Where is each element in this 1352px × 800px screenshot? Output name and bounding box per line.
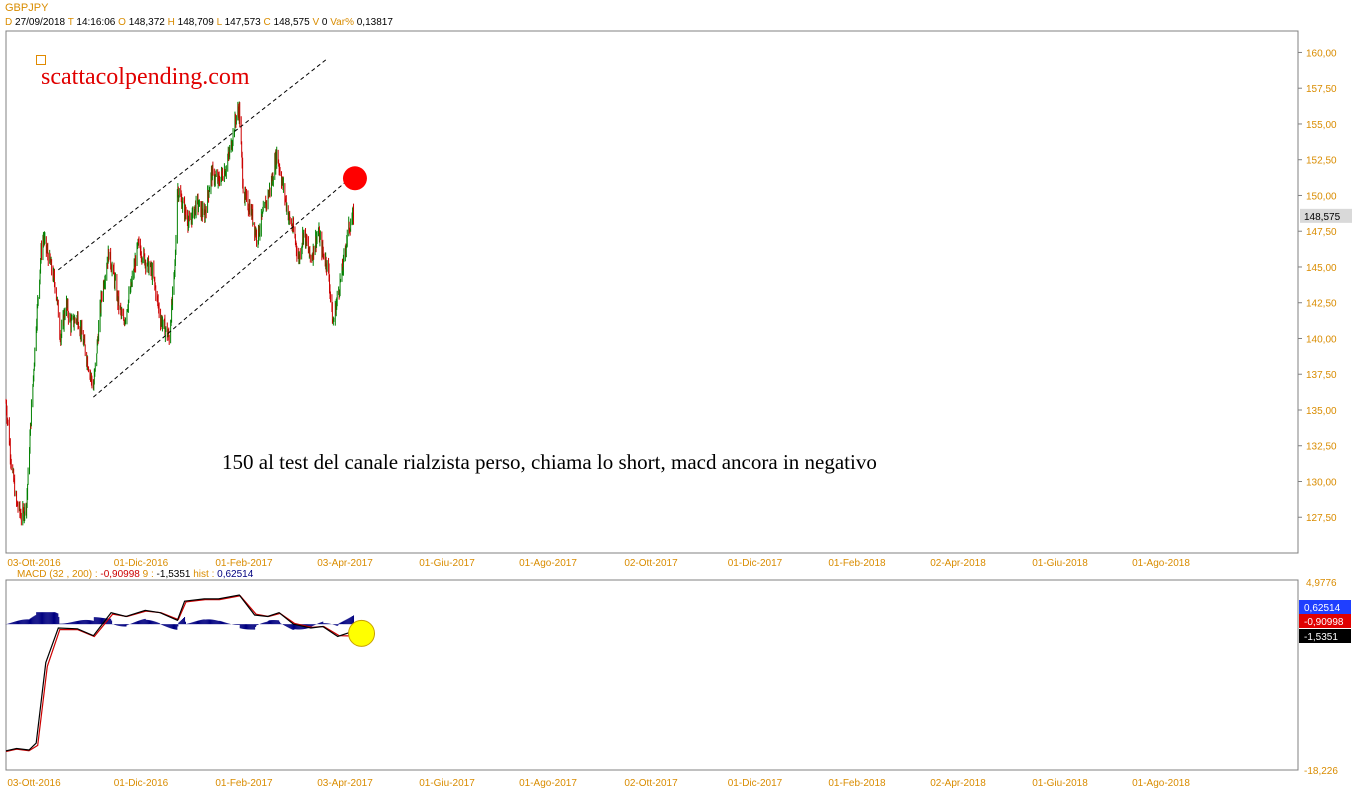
macd-xtick-label: 01-Ago-2018 xyxy=(1132,778,1190,789)
hist-value-box xyxy=(1299,600,1351,614)
time-label: T xyxy=(67,17,74,28)
price-xtick-label: 03-Ott-2016 xyxy=(7,558,61,569)
low-value: 147,573 xyxy=(224,17,261,28)
price-xtick-label: 03-Apr-2017 xyxy=(317,558,373,569)
price-ytick-label: 160,00 xyxy=(1306,48,1337,59)
volume-value: 0 xyxy=(321,17,328,28)
price-ytick-label: 152,50 xyxy=(1306,156,1337,167)
channel-lower-line xyxy=(93,173,356,398)
macd-xtick-label: 02-Apr-2018 xyxy=(930,778,986,789)
macd-value-box-label: -0,90998 xyxy=(1304,617,1344,628)
price-xtick-label: 01-Ago-2017 xyxy=(519,558,577,569)
target-marker-circle xyxy=(342,166,367,191)
signal-period: 9 xyxy=(142,569,149,580)
brand-watermark: scattacolpending.com xyxy=(41,64,250,90)
price-ytick-label: 155,00 xyxy=(1306,120,1337,131)
macd-xtick-label: 01-Dic-2017 xyxy=(728,778,783,789)
macd-xtick-label: 01-Feb-2017 xyxy=(215,778,273,789)
macd-value-box xyxy=(1299,614,1351,628)
price-xtick-label: 01-Dic-2016 xyxy=(114,558,169,569)
price-xtick-label: 02-Apr-2018 xyxy=(930,558,986,569)
price-ytick-label: 135,00 xyxy=(1306,406,1337,417)
last-price-box xyxy=(1300,208,1352,223)
hist-value-box-label: 0,62514 xyxy=(1304,603,1341,614)
macd-ytick-label: -18,226 xyxy=(1304,766,1338,777)
macd-histogram-group xyxy=(5,612,355,630)
symbol-label: GBPJPY xyxy=(5,2,49,14)
price-ytick-label: 157,50 xyxy=(1306,84,1337,95)
open-label: O xyxy=(118,17,126,28)
macd-name: MACD xyxy=(17,569,47,580)
macd-xtick-label: 01-Dic-2016 xyxy=(114,778,169,789)
time-value: 14:16:06 xyxy=(76,17,116,28)
price-xtick-label: 01-Dic-2017 xyxy=(728,558,783,569)
macd-marker-circle xyxy=(348,619,376,647)
price-ytick-label: 130,00 xyxy=(1306,477,1337,488)
macd-xtick-label: 01-Ago-2017 xyxy=(519,778,577,789)
open-value: 148,372 xyxy=(128,17,165,28)
volume-label: V xyxy=(312,17,320,28)
price-ytick-label: 145,00 xyxy=(1306,263,1337,274)
price-ytick-label: 127,50 xyxy=(1306,513,1337,524)
var-value: 0,13817 xyxy=(356,17,393,28)
macd-xtick-label: 02-Ott-2017 xyxy=(624,778,678,789)
signal-value: -1,5351 xyxy=(156,569,191,580)
high-label: H xyxy=(167,17,175,28)
macd-ytick-label: 4,9776 xyxy=(1306,578,1337,589)
chart-annotation: 150 al test del canale rialzista perso, … xyxy=(222,450,877,474)
brand-marker-box xyxy=(36,55,46,65)
price-xtick-label: 01-Giu-2018 xyxy=(1032,558,1088,569)
signal-sep: : xyxy=(150,569,154,580)
macd-xtick-label: 01-Giu-2018 xyxy=(1032,778,1088,789)
price-ytick-label: 147,50 xyxy=(1306,227,1337,238)
high-value: 148,709 xyxy=(177,17,214,28)
last-price-label: 148,575 xyxy=(1304,212,1341,223)
signal-value-box xyxy=(1299,629,1351,643)
macd-xtick-label: 03-Ott-2016 xyxy=(7,778,61,789)
date-label: D xyxy=(5,17,13,28)
price-xtick-label: 01-Giu-2017 xyxy=(419,558,475,569)
macd-readout: MACD (32 , 200) : -0,90998 9 : -1,5351 h… xyxy=(17,569,253,580)
price-xtick-label: 01-Ago-2018 xyxy=(1132,558,1190,569)
price-ytick-label: 150,00 xyxy=(1306,191,1337,202)
price-ytick-label: 137,50 xyxy=(1306,370,1337,381)
macd-panel-frame xyxy=(5,579,1299,771)
channel-upper-line xyxy=(58,59,327,271)
macd-xtick-label: 01-Giu-2017 xyxy=(419,778,475,789)
macd-params: (32 , 200) : xyxy=(49,569,98,580)
candles-group xyxy=(5,101,355,526)
close-value: 148,575 xyxy=(273,17,310,28)
var-label: Var% xyxy=(330,17,354,28)
macd-xtick-label: 03-Apr-2017 xyxy=(317,778,373,789)
price-xtick-label: 01-Feb-2018 xyxy=(828,558,886,569)
macd-main-line xyxy=(5,594,354,752)
price-ytick-label: 140,00 xyxy=(1306,334,1337,345)
hist-label: hist : xyxy=(193,569,215,580)
price-xtick-label: 02-Ott-2017 xyxy=(624,558,678,569)
price-xtick-label: 01-Feb-2017 xyxy=(215,558,273,569)
price-panel-frame xyxy=(5,30,1299,554)
date-value: 27/09/2018 xyxy=(15,17,66,28)
low-label: L xyxy=(216,17,222,28)
macd-xtick-label: 01-Feb-2018 xyxy=(828,778,886,789)
price-ytick-label: 142,50 xyxy=(1306,299,1337,310)
price-ytick-label: 132,50 xyxy=(1306,442,1337,453)
hist-value: 0,62514 xyxy=(217,569,254,580)
signal-value-box-label: -1,5351 xyxy=(1304,632,1338,643)
macd-value: -0,90998 xyxy=(100,569,140,580)
close-label: C xyxy=(263,17,271,28)
ohlc-readout: D 27/09/2018 T 14:16:06 O 148,372 H 148,… xyxy=(5,17,393,28)
